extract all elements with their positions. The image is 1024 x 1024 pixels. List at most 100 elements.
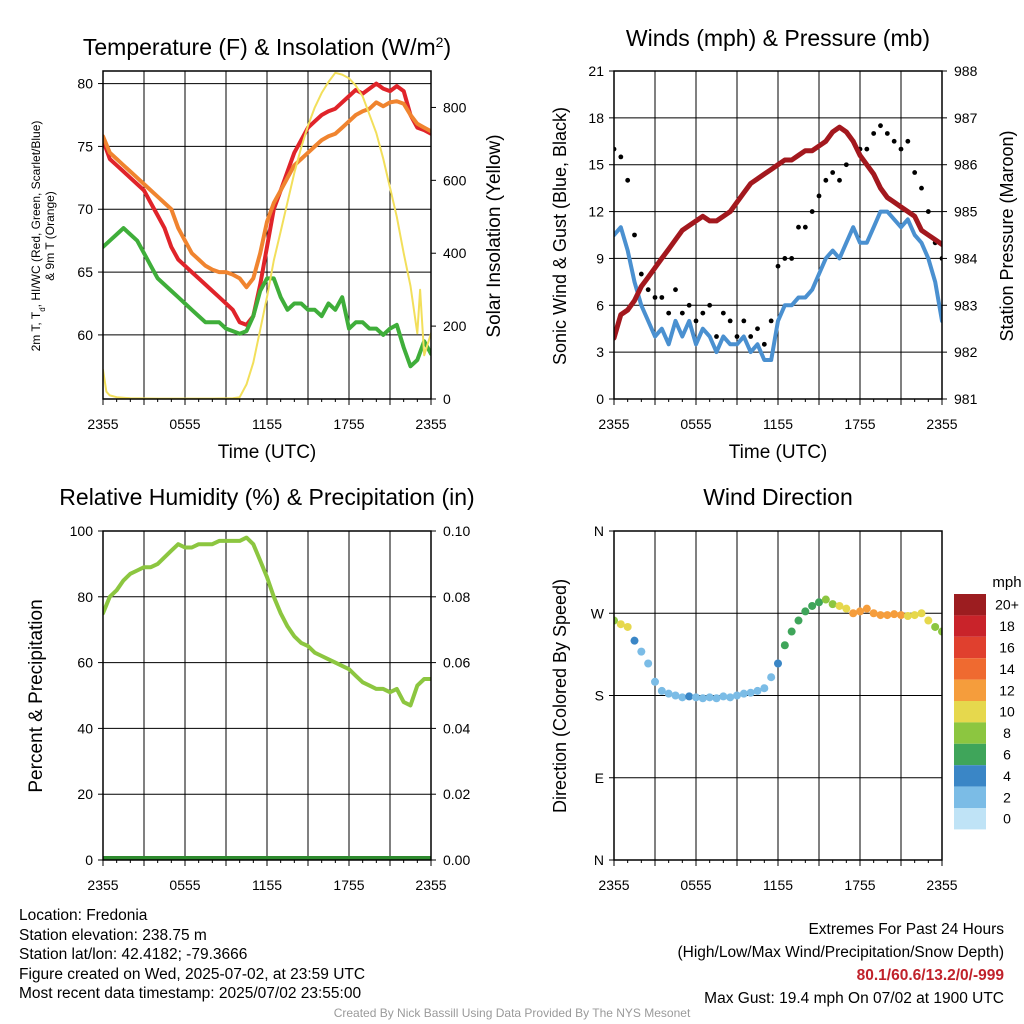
colorbar: 20+ 18 16 14 12 10 8 6 4 2 0 [954, 594, 1019, 830]
direction-point [938, 627, 942, 636]
y2-tick-label: 400 [443, 245, 467, 261]
y-tick-label: 40 [77, 720, 93, 736]
y-tick-label: 60 [77, 327, 93, 343]
gust-point [638, 271, 644, 277]
y-tick-label: 60 [77, 655, 93, 671]
gust-point [659, 295, 665, 300]
gust-point [816, 193, 822, 199]
y-tick-label: W [591, 605, 605, 621]
x-tick-label: 0555 [680, 416, 711, 432]
colorbar-label: 18 [999, 618, 1015, 634]
y-tick-label: E [595, 770, 604, 786]
series-line [103, 226, 431, 369]
y-tick-label: 80 [77, 76, 93, 92]
direction-point [671, 691, 680, 700]
direction-point [862, 604, 871, 613]
direction-point [767, 673, 776, 682]
direction-point [644, 659, 653, 668]
svg-text:& 9m T (Orange): & 9m T (Orange) [43, 191, 57, 281]
direction-point [692, 693, 700, 702]
x-tick-label: 2355 [926, 416, 957, 432]
y2-tick-label: 985 [954, 204, 978, 220]
direction-point [664, 689, 673, 698]
gust-point [802, 224, 808, 230]
credit-line: Created By Nick Bassill Using Data Provi… [333, 1006, 691, 1020]
station-info: Location: Fredonia Station elevation: 23… [19, 906, 365, 1004]
colorbar-label: 8 [1003, 725, 1011, 741]
svg-text:2m T, Td, HI/WC (Red, Green, S: 2m T, Td, HI/WC (Red, Green, Scarlet/Blu… [29, 121, 47, 352]
y-tick-label: 9 [596, 250, 604, 266]
gust-point [673, 287, 678, 293]
direction-point [712, 694, 721, 703]
colorbar-label: 14 [999, 661, 1015, 677]
data-layer [103, 535, 431, 860]
gust-point [898, 146, 904, 152]
direction-point [678, 693, 687, 702]
panel-title: Temperature (F) & Insolation (W/m2) [83, 34, 451, 60]
colorbar-title: mph [992, 574, 1021, 591]
y-tick-label: 65 [77, 264, 93, 280]
gust-point [884, 131, 890, 136]
gust-point [734, 334, 740, 339]
panel-title: Wind Direction [703, 484, 853, 510]
gust-point [652, 295, 658, 300]
gust-point [707, 302, 713, 308]
y2-tick-label: 984 [954, 250, 978, 266]
gust-point [775, 263, 781, 269]
y-tick-label: 18 [588, 110, 604, 126]
y2-tick-label: 987 [954, 110, 978, 126]
plot-frame [613, 530, 943, 861]
data-layer [614, 123, 942, 362]
gust-point [830, 170, 836, 175]
colorbar-label: 4 [1003, 768, 1011, 784]
direction-point [630, 636, 639, 645]
direction-point [931, 622, 940, 631]
y-tick-label: 80 [77, 589, 93, 605]
y-tick-label: 12 [588, 204, 604, 220]
gust-point [686, 302, 692, 308]
gust-point [823, 177, 829, 183]
gust-point [864, 146, 870, 152]
colorbar-swatch [954, 594, 986, 616]
direction-point [808, 601, 817, 610]
gust-point [809, 209, 815, 214]
direction-point [698, 694, 707, 703]
y2-tick-label: 200 [443, 318, 467, 334]
colorbar-swatch [954, 679, 986, 701]
y-tick-label: 20 [77, 786, 93, 802]
x-tick-label: 2355 [415, 877, 446, 893]
x-tick-label: 1155 [763, 416, 793, 432]
y2-tick-label: 0 [443, 391, 451, 407]
x-tick-label: 1755 [333, 877, 364, 893]
plot-area: 2355 0555 1155 1755 235560657075800200400600… [77, 70, 467, 432]
direction-point [897, 611, 905, 620]
series-line [103, 99, 431, 290]
colorbar-label: 20+ [995, 597, 1019, 613]
colorbar-swatch [954, 658, 986, 680]
gust-point [727, 318, 733, 324]
direction-point [780, 641, 789, 650]
direction-point [815, 598, 823, 607]
y-tick-label: 6 [596, 297, 604, 313]
gust-point [782, 256, 788, 261]
y-axis-label-left: Direction (Colored By Speed) [550, 579, 570, 813]
x-tick-label: 0555 [169, 877, 200, 893]
series-line [614, 124, 942, 341]
data-layer [614, 595, 942, 703]
y2-tick-label: 983 [954, 297, 978, 313]
direction-point [856, 607, 864, 616]
colorbar-swatch [954, 722, 986, 744]
direction-point [726, 693, 735, 702]
y-tick-label: N [594, 523, 604, 539]
data-layer [103, 71, 431, 399]
gust-point [789, 256, 795, 261]
direction-point [924, 616, 933, 625]
panel-humidity: Relative Humidity (%) & Precipitation (i… [26, 484, 475, 893]
gust-point [748, 334, 754, 339]
series-line [103, 81, 431, 327]
x-tick-label: 2355 [415, 416, 446, 432]
gust-point [720, 310, 726, 316]
panel-title: Relative Humidity (%) & Precipitation (i… [59, 484, 474, 510]
gust-point [618, 154, 624, 160]
x-tick-label: 0555 [680, 877, 711, 893]
